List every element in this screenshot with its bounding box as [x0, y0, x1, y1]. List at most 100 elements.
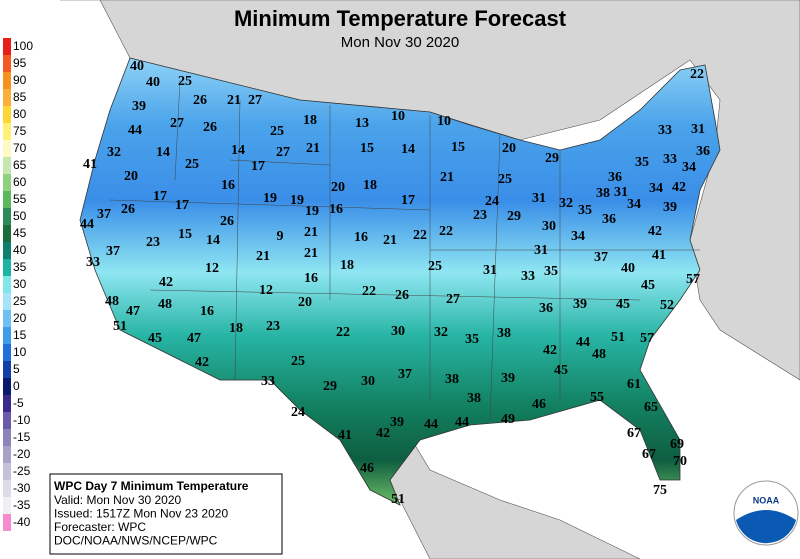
station-temp: 34 — [571, 229, 585, 244]
station-temp: 31 — [532, 191, 546, 206]
station-temp: 33 — [261, 374, 275, 389]
station-temp: 29 — [323, 379, 337, 394]
station-temp: 52 — [660, 298, 674, 313]
station-temp: 15 — [360, 141, 374, 156]
station-temp: 22 — [690, 67, 704, 82]
station-temp: 20 — [502, 141, 516, 156]
legend-swatch — [3, 429, 11, 446]
legend-swatch — [3, 361, 11, 378]
station-temp: 26 — [121, 202, 135, 217]
station-temp: 38 — [497, 326, 511, 341]
legend-label: 65 — [13, 158, 27, 172]
station-temp: 20 — [124, 169, 138, 184]
legend-swatch — [3, 310, 11, 327]
station-temp: 42 — [648, 224, 662, 239]
station-temp: 37 — [97, 207, 111, 222]
station-temp: 26 — [395, 288, 409, 303]
station-temp: 32 — [107, 145, 121, 160]
station-temp: 42 — [159, 275, 173, 290]
title: Minimum Temperature Forecast — [234, 6, 567, 31]
station-temp: 32 — [559, 196, 573, 211]
legend-label: 40 — [13, 243, 27, 257]
station-temp: 47 — [187, 331, 201, 346]
station-temp: 25 — [270, 124, 284, 139]
station-temp: 12 — [259, 283, 273, 298]
station-temp: 75 — [653, 483, 667, 498]
station-temp: 48 — [592, 347, 606, 362]
legend-swatch — [3, 412, 11, 429]
station-temp: 14 — [231, 143, 245, 158]
station-temp: 17 — [175, 198, 189, 213]
station-temp: 26 — [203, 120, 217, 135]
station-temp: 18 — [229, 321, 243, 336]
legend-swatch — [3, 89, 11, 106]
legend-swatch — [3, 446, 11, 463]
legend-label: 95 — [13, 56, 27, 70]
info-line: Issued: 1517Z Mon Nov 23 2020 — [54, 507, 228, 521]
station-temp: 23 — [266, 319, 280, 334]
station-temp: 15 — [451, 140, 465, 155]
station-temp: 30 — [542, 219, 556, 234]
legend-swatch — [3, 55, 11, 72]
station-temp: 33 — [521, 269, 535, 284]
station-temp: 34 — [649, 181, 663, 196]
info-box — [49, 473, 283, 555]
station-temp: 51 — [391, 492, 405, 507]
station-temp: 27 — [170, 116, 184, 131]
station-temp: 39 — [501, 371, 515, 386]
station-temp: 23 — [146, 235, 160, 250]
station-temp: 14 — [401, 142, 415, 157]
legend-label: 35 — [13, 260, 27, 274]
legend-label: 5 — [13, 362, 20, 376]
station-temp: 23 — [473, 208, 487, 223]
legend-label: 10 — [13, 345, 27, 359]
legend-label: 100 — [13, 39, 33, 53]
station-temp: 48 — [105, 294, 119, 309]
station-temp: 15 — [178, 227, 192, 242]
station-temp: 67 — [627, 426, 641, 441]
station-temp: 34 — [627, 197, 641, 212]
station-temp: 31 — [614, 185, 628, 200]
station-temp: 29 — [507, 209, 521, 224]
station-temp: 40 — [621, 261, 635, 276]
station-temp: 25 — [498, 172, 512, 187]
station-temp: 17 — [251, 159, 265, 174]
legend-swatch — [3, 38, 11, 55]
station-temp: 44 — [424, 417, 438, 432]
station-temp: 16 — [354, 230, 368, 245]
info-line: Valid: Mon Nov 30 2020 — [54, 493, 182, 507]
station-temp: 17 — [401, 193, 415, 208]
station-temp: 16 — [304, 271, 318, 286]
legend-swatch — [3, 378, 11, 395]
station-temp: 45 — [616, 297, 630, 312]
station-temp: 31 — [691, 122, 705, 137]
station-temp: 38 — [467, 391, 481, 406]
station-temp: 35 — [465, 332, 479, 347]
legend-label: 15 — [13, 328, 27, 342]
station-temp: 61 — [627, 377, 641, 392]
station-temp: 69 — [670, 437, 684, 452]
legend-label: 85 — [13, 90, 27, 104]
station-temp: 21 — [256, 249, 270, 264]
legend-label: 75 — [13, 124, 27, 138]
station-temp: 31 — [483, 263, 497, 278]
legend-swatch — [3, 174, 11, 191]
station-temp: 41 — [652, 248, 666, 263]
station-temp: 25 — [185, 157, 199, 172]
legend-swatch — [3, 395, 11, 412]
legend-swatch — [3, 242, 11, 259]
info-line: Forecaster: WPC — [54, 520, 146, 534]
legend-swatch — [3, 497, 11, 514]
legend-label: -5 — [13, 396, 24, 410]
legend-swatch — [3, 259, 11, 276]
station-temp: 19 — [290, 193, 304, 208]
station-temp: 51 — [113, 319, 127, 334]
station-temp: 27 — [446, 292, 460, 307]
station-temp: 17 — [153, 189, 167, 204]
legend-swatch — [3, 327, 11, 344]
station-temp: 44 — [128, 123, 142, 138]
station-temp: 25 — [428, 259, 442, 274]
legend-label: -30 — [13, 481, 31, 495]
station-temp: 25 — [291, 354, 305, 369]
